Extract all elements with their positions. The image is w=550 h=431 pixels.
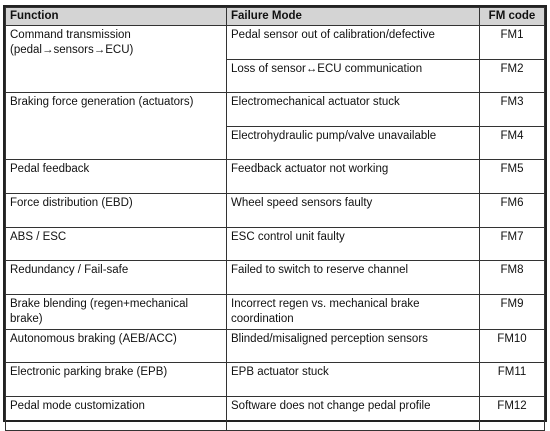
failure-mode-cell: EPB actuator stuck	[226, 362, 480, 397]
table-row: Command transmission (pedal→sensors→ECU)…	[5, 24, 545, 94]
fm-code-cell: FM5	[479, 159, 545, 194]
fm-code-cell: FM9	[479, 293, 545, 330]
table-frame: Function Failure Mode FM code Command tr…	[3, 5, 547, 431]
function-cell: Electronic parking brake (EPB)	[5, 362, 227, 397]
fm-code-cell: FM8	[479, 260, 545, 295]
fm-code-cell: FM3	[479, 92, 545, 127]
function-cell: Braking force generation (actuators)	[5, 92, 227, 161]
table-row: Redundancy / Fail-safe Failed to switch t…	[5, 260, 545, 295]
failure-mode-cell: Wheel speed sensors faulty	[226, 192, 480, 228]
failure-mode-cell: Electrohydraulic pump/valve unavailable	[226, 125, 480, 161]
table-row: Autonomous braking (AEB/ACC) Blinded/misa…	[5, 328, 545, 364]
table-row: Pedal mode customization Software does no…	[5, 395, 545, 431]
header-cell: FM code	[479, 7, 545, 26]
fm-code-cell: FM6	[479, 192, 545, 228]
header-row: Function Failure Mode FM code	[5, 7, 545, 26]
failure-mode-cell: Software does not change pedal profile	[226, 395, 480, 431]
function-cell: Command transmission (pedal→sensors→ECU)	[5, 24, 227, 94]
failure-mode-cell: Feedback actuator not working	[226, 159, 480, 194]
table-row: Loss of sensor↔ECU communication FM2	[6, 58, 545, 94]
function-cell: Autonomous braking (AEB/ACC)	[5, 328, 227, 364]
failure-mode-cell: Failed to switch to reserve channel	[226, 260, 480, 295]
failure-mode-cell: Electromechanical actuator stuck	[226, 92, 480, 127]
fm-code-cell: FM4	[479, 125, 545, 161]
table-body: Command transmission (pedal→sensors→ECU)…	[5, 24, 545, 431]
table-row: Pedal feedback Feedback actuator not work…	[5, 159, 545, 194]
function-cell: Brake blending (regen+mechanical brake)	[5, 293, 227, 330]
table-row: Braking force generation (actuators) Elec…	[5, 92, 545, 161]
failure-mode-cell: ESC control unit faulty	[226, 226, 480, 262]
header-cell: Failure Mode	[226, 7, 480, 26]
failure-mode-cell: Blinded/misaligned perception sensors	[226, 328, 480, 364]
failure-mode-cell: Pedal sensor out of calibration/defectiv…	[226, 25, 480, 60]
function-cell: Pedal mode customization	[5, 395, 227, 431]
function-cell: Pedal feedback	[5, 159, 227, 194]
fm-code-cell: FM10	[479, 328, 545, 364]
fm-code-cell: FM12	[479, 395, 545, 431]
table-row: ABS / ESC ESC control unit faulty FM7	[5, 226, 545, 262]
fm-code-cell: FM11	[479, 362, 545, 397]
table-row: Electronic parking brake (EPB) EPB actuat…	[5, 362, 545, 397]
table-row: Force distribution (EBD) Wheel speed sens…	[5, 192, 545, 228]
fm-table: Function Failure Mode FM code Command tr…	[5, 7, 545, 431]
table-row: Brake blending (regen+mechanical brake) I…	[5, 293, 545, 330]
fm-code-cell: FM1	[479, 25, 545, 60]
failure-mode-cell: Loss of sensor↔ECU communication	[226, 58, 480, 94]
function-cell: ABS / ESC	[5, 226, 227, 262]
header-cell: Function	[5, 7, 227, 26]
fm-code-cell: FM7	[479, 226, 545, 262]
fm-code-cell: FM2	[479, 58, 545, 94]
failure-mode-cell: Incorrect regen vs. mechanical brake coo…	[226, 293, 480, 330]
function-cell: Redundancy / Fail-safe	[5, 260, 227, 295]
function-cell: Force distribution (EBD)	[5, 192, 227, 228]
